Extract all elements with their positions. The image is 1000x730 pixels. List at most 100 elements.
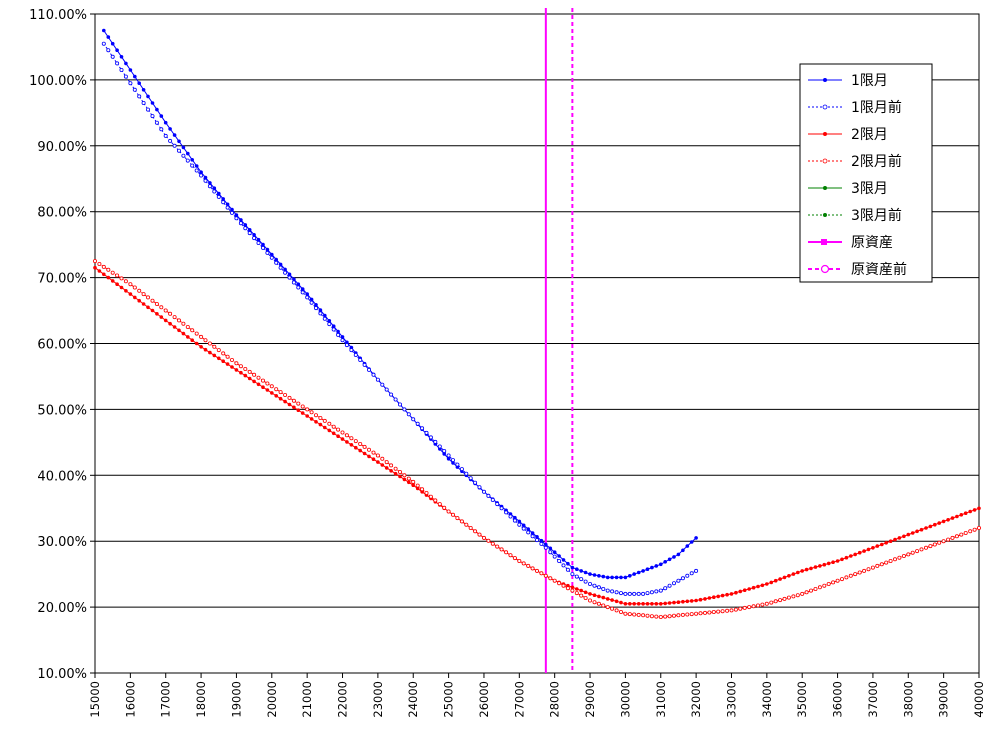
data-point — [358, 357, 363, 362]
data-point — [124, 289, 128, 293]
data-point — [954, 534, 959, 539]
data-point — [742, 588, 747, 592]
data-point — [336, 332, 341, 337]
data-point — [521, 526, 526, 531]
data-point — [681, 548, 685, 553]
data-point — [344, 433, 349, 438]
data-point — [234, 361, 239, 366]
data-point — [561, 583, 566, 588]
data-point — [941, 539, 946, 544]
data-point — [163, 308, 168, 313]
data-point — [327, 421, 332, 426]
data-point — [313, 413, 318, 418]
data-point — [225, 202, 230, 207]
data-point — [428, 435, 433, 440]
data-point — [168, 311, 173, 316]
data-point — [703, 597, 707, 601]
data-point — [212, 189, 217, 194]
data-point — [168, 127, 172, 131]
data-point — [468, 476, 473, 481]
data-point — [716, 609, 721, 614]
data-point — [159, 127, 164, 132]
data-point — [442, 452, 447, 456]
data-point — [689, 599, 694, 603]
y-tick-label: 90.00% — [37, 140, 87, 155]
data-point — [243, 373, 248, 378]
data-point — [565, 567, 570, 572]
data-point — [239, 218, 243, 222]
data-point — [561, 558, 566, 562]
data-point — [972, 527, 977, 532]
data-point — [323, 313, 327, 318]
data-point — [786, 595, 791, 600]
data-point — [685, 612, 690, 617]
data-point — [291, 280, 296, 285]
data-point — [265, 388, 270, 392]
data-point — [605, 588, 610, 593]
data-point — [756, 584, 760, 589]
data-point — [384, 387, 389, 392]
data-point — [340, 338, 345, 343]
data-point — [689, 612, 694, 617]
data-point — [946, 537, 951, 542]
data-point — [765, 582, 769, 586]
data-point — [773, 578, 778, 583]
data-point — [473, 529, 478, 534]
x-tick-label: 40000 — [972, 681, 986, 718]
data-point — [627, 591, 632, 596]
data-point — [468, 526, 473, 531]
data-point — [203, 175, 208, 180]
data-point — [199, 173, 204, 178]
data-point — [548, 576, 553, 581]
data-point — [371, 450, 376, 455]
series-group — [93, 28, 982, 620]
data-point — [738, 589, 743, 594]
data-point — [963, 531, 968, 536]
data-point — [155, 312, 159, 316]
data-point — [283, 392, 288, 397]
data-point — [477, 485, 482, 490]
data-point — [411, 483, 416, 488]
data-point — [597, 574, 601, 578]
data-point — [915, 549, 920, 554]
data-point — [809, 566, 813, 571]
data-point — [588, 582, 593, 587]
data-point — [650, 565, 654, 570]
data-point — [654, 602, 659, 606]
data-point — [733, 607, 738, 612]
data-point — [840, 577, 845, 582]
x-tick-label: 34000 — [760, 681, 774, 718]
data-point — [667, 583, 672, 588]
data-point — [115, 61, 120, 66]
data-point — [261, 242, 265, 247]
data-point — [398, 474, 402, 479]
data-point — [667, 557, 672, 562]
data-point — [336, 427, 341, 432]
data-point — [420, 487, 425, 492]
data-point — [601, 587, 606, 592]
data-point — [641, 602, 645, 606]
data-point — [376, 460, 380, 464]
data-point — [579, 588, 583, 593]
data-point — [366, 367, 371, 372]
data-point — [725, 608, 730, 613]
data-point — [574, 574, 579, 579]
data-point — [371, 372, 376, 377]
data-point — [318, 308, 323, 312]
data-point — [207, 341, 212, 346]
data-point — [336, 329, 340, 334]
data-point — [349, 443, 354, 447]
data-point — [866, 547, 871, 552]
data-point — [208, 181, 212, 185]
data-point — [685, 599, 690, 604]
data-point — [229, 357, 234, 362]
data-point — [473, 480, 478, 485]
data-point — [787, 574, 791, 578]
data-point — [128, 282, 133, 287]
x-tick-label: 31000 — [654, 681, 668, 718]
data-point — [145, 295, 150, 300]
data-point — [362, 444, 367, 449]
data-point — [672, 581, 677, 586]
legend-label: 1限月 — [851, 73, 888, 89]
data-point — [194, 168, 199, 173]
